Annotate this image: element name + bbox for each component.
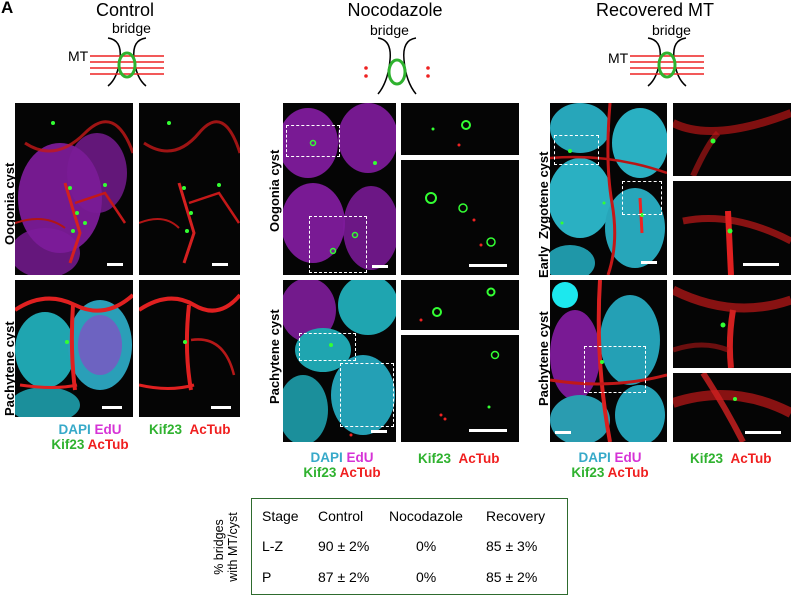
legend-actub: AcTub bbox=[607, 465, 649, 480]
legend-kif23: Kif23 bbox=[571, 465, 605, 480]
legend-nocodazole-single: Kif23 AcTub bbox=[418, 451, 500, 466]
legend-recovered-single: Kif23 AcTub bbox=[690, 451, 772, 466]
legend-dapi: DAPI bbox=[58, 422, 91, 437]
micrograph-control-oogonia-kif-actub bbox=[139, 103, 240, 275]
legend-kif23: Kif23 bbox=[51, 437, 85, 452]
table-ylabel-line2: with MT/cyst bbox=[226, 512, 240, 582]
diagram-nocodazole: bridge bbox=[330, 20, 460, 102]
table-cell: 90 ± 2% bbox=[318, 538, 370, 554]
legend-nocodazole-merged: DAPI EdU Kif23 AcTub bbox=[292, 450, 392, 480]
inset-box bbox=[622, 181, 662, 215]
quantification-table: Stage Control Nocodazole Recovery L-Z 90… bbox=[251, 498, 568, 595]
scale-bar bbox=[107, 263, 123, 266]
legend-actub: AcTub bbox=[189, 422, 231, 437]
legend-kif23: Kif23 bbox=[303, 465, 337, 480]
inset-box bbox=[309, 216, 367, 273]
table-header-control: Control bbox=[318, 508, 364, 524]
micrograph-recovered-zygotene-zoom1 bbox=[673, 103, 791, 176]
diagram-control: bridge MT bbox=[60, 20, 190, 102]
micrograph-nocodazole-oogonia-zoom2 bbox=[401, 160, 519, 275]
legend-actub: AcTub bbox=[87, 437, 129, 452]
legend-kif23: Kif23 bbox=[149, 422, 183, 437]
legend-dapi: DAPI bbox=[310, 450, 343, 465]
bridge-label: bridge bbox=[112, 20, 151, 36]
mt-label: MT bbox=[608, 50, 629, 66]
scale-bar bbox=[745, 431, 781, 434]
micrograph-nocodazole-oogonia-zoom1 bbox=[401, 103, 519, 155]
legend-edu: EdU bbox=[94, 422, 122, 437]
legend-actub: AcTub bbox=[458, 451, 500, 466]
legend-recovered-merged: DAPI EdU Kif23 AcTub bbox=[560, 450, 660, 480]
inset-box bbox=[340, 363, 394, 427]
table-cell: 87 ± 2% bbox=[318, 569, 370, 585]
legend-actub: AcTub bbox=[730, 451, 772, 466]
row-label-pachytene: Pachytene cyst bbox=[536, 311, 551, 406]
table-header-stage: Stage bbox=[262, 508, 299, 524]
scale-bar bbox=[469, 264, 507, 267]
scale-bar bbox=[641, 261, 657, 264]
micrograph-control-oogonia-merged bbox=[15, 103, 133, 275]
title-recovered: Recovered MT bbox=[595, 0, 715, 20]
row-label-early-zygotene: Early Zygotene cyst bbox=[536, 152, 551, 278]
micrograph-nocodazole-pachytene-merged bbox=[283, 280, 396, 442]
micrograph-nocodazole-pachytene-zoom2 bbox=[401, 335, 519, 442]
diagram-recovered: bridge MT bbox=[600, 20, 730, 102]
panel-letter: A bbox=[1, 0, 14, 17]
inset-box bbox=[584, 346, 646, 393]
micrograph-nocodazole-oogonia-merged bbox=[283, 103, 396, 275]
micrograph-control-pachytene-kif-actub bbox=[139, 280, 240, 417]
legend-control-single: Kif23 AcTub bbox=[149, 422, 231, 437]
row-label-early: Early bbox=[536, 246, 551, 278]
inset-box bbox=[286, 125, 340, 157]
title-nocodazole: Nocodazole bbox=[347, 0, 443, 20]
micrograph-recovered-pachytene-merged bbox=[550, 280, 667, 442]
scale-bar bbox=[743, 263, 779, 266]
table-header-recovery: Recovery bbox=[486, 508, 546, 524]
bridge-diagram-control bbox=[90, 37, 164, 87]
row-label-zygotene: Zygotene cyst bbox=[536, 151, 551, 239]
scale-bar bbox=[555, 431, 571, 434]
legend-kif23: Kif23 bbox=[418, 451, 452, 466]
inset-box bbox=[299, 333, 356, 361]
legend-dapi: DAPI bbox=[578, 450, 611, 465]
legend-edu: EdU bbox=[346, 450, 374, 465]
bridge-label: bridge bbox=[370, 22, 409, 38]
legend-kif23: Kif23 bbox=[690, 451, 724, 466]
table-header-nocodazole: Nocodazole bbox=[389, 508, 463, 524]
micrograph-recovered-zygotene-zoom2 bbox=[673, 181, 791, 275]
row-label-oogonia: Oogonia cyst bbox=[267, 149, 282, 232]
title-control: Control bbox=[95, 0, 155, 20]
micrograph-control-pachytene-merged bbox=[15, 280, 133, 417]
legend-actub: AcTub bbox=[339, 465, 381, 480]
table-cell: P bbox=[262, 569, 272, 585]
table-ylabel-line1: % bridges bbox=[212, 519, 226, 575]
table-cell: 0% bbox=[416, 538, 437, 554]
legend-control-merged: DAPI EdU Kif23 AcTub bbox=[40, 422, 140, 452]
table-cell: 85 ± 3% bbox=[486, 538, 538, 554]
micrograph-recovered-pachytene-zoom1 bbox=[673, 280, 791, 368]
table-cell: L-Z bbox=[262, 538, 283, 554]
micrograph-recovered-pachytene-zoom2 bbox=[673, 373, 791, 442]
scale-bar bbox=[372, 265, 388, 268]
scale-bar bbox=[469, 429, 507, 432]
table-cell: 85 ± 2% bbox=[486, 569, 538, 585]
scale-bar bbox=[371, 430, 387, 433]
scale-bar bbox=[102, 406, 122, 409]
scale-bar bbox=[211, 406, 231, 409]
inset-box bbox=[554, 135, 599, 165]
bridge-label: bridge bbox=[652, 22, 691, 38]
legend-edu: EdU bbox=[614, 450, 642, 465]
table-cell: 0% bbox=[416, 569, 437, 585]
scale-bar bbox=[212, 263, 228, 266]
micrograph-nocodazole-pachytene-zoom1 bbox=[401, 280, 519, 330]
bridge-diagram-recovered bbox=[630, 37, 704, 87]
mt-label: MT bbox=[68, 48, 89, 64]
table-ylabel: % bridges with MT/cyst bbox=[212, 502, 240, 592]
micrograph-recovered-zygotene-merged bbox=[550, 103, 667, 275]
bridge-diagram-nocodazole bbox=[364, 37, 430, 95]
row-label-pachytene: Pachytene cyst bbox=[267, 309, 282, 404]
